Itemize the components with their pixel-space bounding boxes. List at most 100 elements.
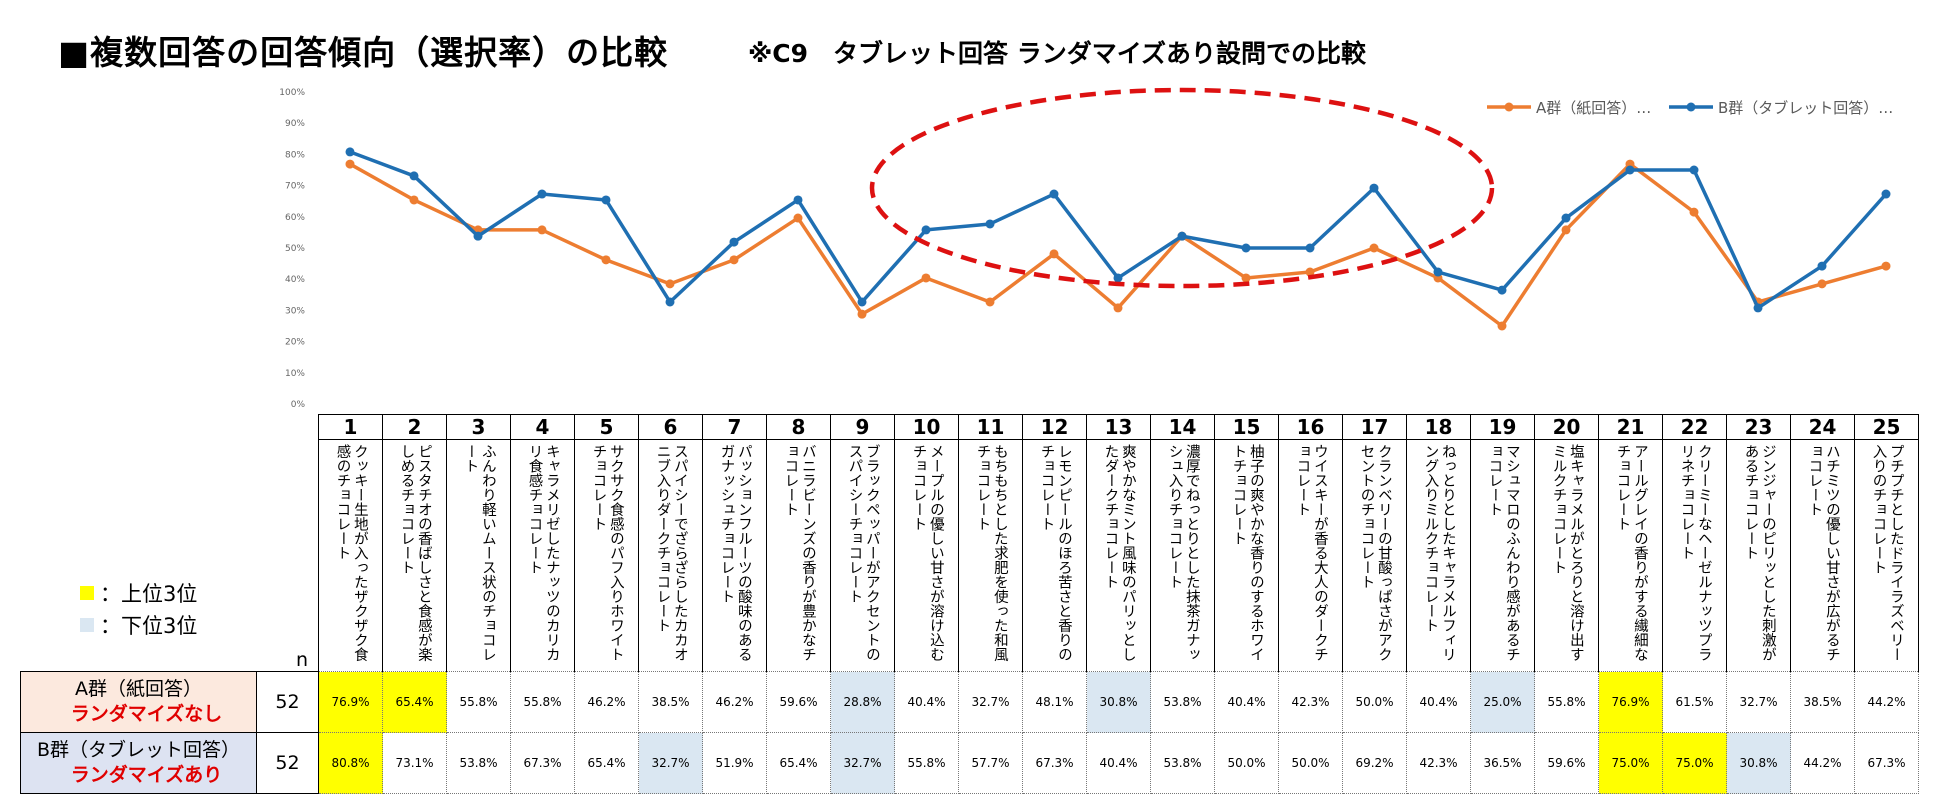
data-cell: 67.3% — [1854, 732, 1920, 794]
category-number: 4 — [510, 414, 576, 440]
category-description-row: クッキー生地が入ったザクザク食感のチョコレート ピスタチオの香ばしさと食感が楽しめ… — [21, 439, 1920, 672]
group-a-row: A群（紙回答） ランダマイズなし 52 76.9% 65.4% 55.8% 55.8%… — [20, 671, 1920, 733]
data-cell: 40.4% — [894, 671, 960, 733]
category-description: クリーミーなヘーゼルナッツプラリネチョコレート — [1662, 439, 1728, 672]
category-description: ハチミツの優しい甘さが広がるチョコレート — [1790, 439, 1856, 672]
data-point-a — [857, 309, 867, 319]
category-description: アールグレイの香りがする繊細なチョコレート — [1598, 439, 1664, 672]
data-cell: 53.8% — [1150, 671, 1216, 733]
category-number: 21 — [1598, 414, 1664, 440]
category-description-text: キャラメリゼしたナッツのカリカリ食感チョコレート — [526, 444, 560, 662]
data-cell: 53.8% — [446, 732, 512, 794]
category-number: 16 — [1278, 414, 1344, 440]
data-cell: 57.7% — [958, 732, 1024, 794]
category-description: 濃厚でねっとりとした抹茶ガナッシュ入りチョコレート — [1150, 439, 1216, 672]
data-cell: 53.8% — [1150, 732, 1216, 794]
data-cell: 32.7% — [638, 732, 704, 794]
category-description: クッキー生地が入ったザクザク食感のチョコレート — [318, 439, 384, 672]
data-point-a — [537, 225, 547, 235]
y-tick-label: 80% — [285, 150, 305, 160]
category-description-text: クリーミーなヘーゼルナッツプラリネチョコレート — [1678, 444, 1712, 662]
data-point-b — [857, 297, 867, 307]
y-tick-label: 20% — [285, 338, 305, 348]
data-point-b — [1369, 183, 1379, 193]
y-tick-label: 0% — [291, 400, 306, 410]
category-description-text: ピスタチオの香ばしさと食感が楽しめるチョコレート — [398, 444, 432, 662]
category-number: 10 — [894, 414, 960, 440]
category-number: 1 — [318, 414, 384, 440]
category-number: 5 — [574, 414, 640, 440]
data-cell: 50.0% — [1342, 671, 1408, 733]
category-description: バニラビーンズの香りが豊かなチョコレート — [766, 439, 832, 672]
legend-marker — [1504, 102, 1514, 112]
category-description-text: プチプチとしたドライラズベリー入りのチョコレート — [1870, 444, 1904, 662]
data-cell: 30.8% — [1086, 671, 1152, 733]
data-cell: 44.2% — [1854, 671, 1920, 733]
data-point-a — [729, 255, 739, 265]
y-tick-label: 90% — [285, 119, 305, 129]
category-description-text: 爽やかなミント風味のパリッとしたダークチョコレート — [1102, 444, 1136, 662]
data-cell: 75.0% — [1598, 732, 1664, 794]
group-b-n: 52 — [255, 732, 320, 794]
y-tick-label: 40% — [285, 275, 305, 285]
category-description-text: ジンジャーのピリッとした刺激があるチョコレート — [1742, 444, 1776, 662]
data-point-a — [1497, 321, 1507, 331]
group-a-name: A群（紙回答） — [75, 678, 202, 701]
data-cell: 40.4% — [1214, 671, 1280, 733]
category-number: 8 — [766, 414, 832, 440]
category-number: 6 — [638, 414, 704, 440]
group-a-sub: ランダマイズなし — [70, 703, 223, 725]
data-cell: 80.8% — [318, 732, 384, 794]
y-tick-label: 30% — [285, 306, 305, 316]
category-description-text: ブラックペッパーがアクセントのスパイシーチョコレート — [846, 444, 880, 662]
category-number: 12 — [1022, 414, 1088, 440]
category-description: パッションフルーツの酸味のあるガナッシュチョコレート — [702, 439, 768, 672]
data-cell: 65.4% — [574, 732, 640, 794]
data-point-b — [1177, 231, 1187, 241]
data-cell: 28.8% — [830, 671, 896, 733]
category-description: ウイスキーが香る大人のダークチョコレート — [1278, 439, 1344, 672]
data-cell: 46.2% — [574, 671, 640, 733]
data-cell: 55.8% — [446, 671, 512, 733]
group-b-row: B群（タブレット回答） ランダマイズあり 52 80.8% 73.1% 53.8% 6… — [20, 732, 1920, 794]
data-point-a — [601, 255, 611, 265]
data-cell: 42.3% — [1406, 732, 1472, 794]
data-point-a — [1369, 243, 1379, 253]
bottom3-swatch — [80, 618, 94, 632]
data-cell: 48.1% — [1022, 671, 1088, 733]
category-description: ブラックペッパーがアクセントのスパイシーチョコレート — [830, 439, 896, 672]
data-cell: 40.4% — [1086, 732, 1152, 794]
data-cell: 46.2% — [702, 671, 768, 733]
category-description: 柚子の爽やかな香りのするホワイトチョコレート — [1214, 439, 1280, 672]
category-description-text: メープルの優しい甘さが溶け込むチョコレート — [910, 444, 944, 662]
data-cell: 32.7% — [830, 732, 896, 794]
data-point-b — [1241, 243, 1251, 253]
category-description: クランベリーの甘酸っぱさがアクセントのチョコレート — [1342, 439, 1408, 672]
data-point-b — [1305, 243, 1315, 253]
data-point-b — [793, 195, 803, 205]
data-cell: 30.8% — [1726, 732, 1792, 794]
data-point-a — [665, 279, 675, 289]
data-cell: 65.4% — [382, 671, 448, 733]
data-cell: 40.4% — [1406, 671, 1472, 733]
category-number: 23 — [1726, 414, 1792, 440]
data-point-b — [1881, 189, 1891, 199]
category-number: 7 — [702, 414, 768, 440]
category-description: もちもちとした求肥を使った和風チョコレート — [958, 439, 1024, 672]
data-point-a — [1113, 303, 1123, 313]
data-table: n 1 2 3 4 5 6 7 8 9 10 11 12 13 14 15 16 17 18 19 20 21 22 23 2… — [20, 414, 1920, 794]
data-cell: 44.2% — [1790, 732, 1856, 794]
y-tick-label: 10% — [285, 369, 305, 379]
data-cell: 75.0% — [1662, 732, 1728, 794]
category-description-text: もちもちとした求肥を使った和風チョコレート — [974, 444, 1008, 662]
data-cell: 65.4% — [766, 732, 832, 794]
group-a-label: A群（紙回答） ランダマイズなし — [20, 671, 257, 733]
legend-note-label: ：下位3位 — [100, 614, 198, 638]
data-point-b — [1753, 303, 1763, 313]
category-description: ピスタチオの香ばしさと食感が楽しめるチョコレート — [382, 439, 448, 672]
category-number: 13 — [1086, 414, 1152, 440]
data-cell: 42.3% — [1278, 671, 1344, 733]
data-point-b — [1497, 285, 1507, 295]
data-point-b — [345, 147, 355, 157]
data-point-b — [1433, 267, 1443, 277]
